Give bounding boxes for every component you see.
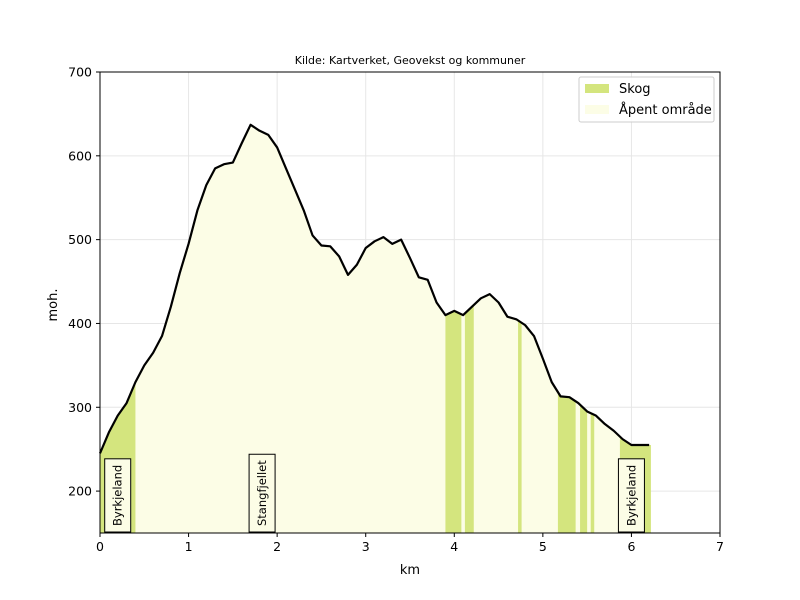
place-label: Stangfjellet: [248, 453, 276, 533]
axis-ticks: 0 1 2 3 4 5 6 7 200 300 400 500 600 700: [68, 65, 724, 555]
forest-segment: [445, 310, 462, 533]
place-label: Byrkjeland: [617, 458, 645, 533]
elevation-profile-line: [98, 123, 650, 454]
y-tick-label: 600: [68, 148, 92, 163]
forest-segment: [590, 413, 595, 533]
profile-line-layer: [98, 123, 650, 454]
y-tick-label: 400: [68, 316, 92, 331]
place-label-box: [617, 458, 645, 533]
place-label-box: [248, 453, 276, 533]
x-tick-label: 3: [362, 539, 370, 554]
x-tick-label: 1: [185, 539, 193, 554]
legend-label-forest: Skog: [619, 82, 651, 97]
legend-swatch-forest: [585, 84, 609, 93]
y-tick-label: 500: [68, 232, 92, 247]
open-area-fill: [100, 124, 650, 534]
place-label-text: Byrkjeland: [111, 465, 125, 526]
forest-segment: [580, 404, 588, 533]
forest-segment: [557, 392, 576, 533]
x-tick-label: 2: [273, 539, 281, 554]
forest-segment: [464, 305, 474, 533]
y-tick-label: 200: [68, 484, 92, 499]
x-tick-label: 0: [96, 539, 104, 554]
y-tick-label: 700: [68, 65, 92, 80]
y-tick-label: 300: [68, 400, 92, 415]
y-axis-title: moh.: [46, 289, 61, 322]
legend-box: [578, 76, 715, 123]
place-labels: Byrkjeland Stangfjellet Byrkjeland: [104, 453, 645, 533]
place-label-text: Byrkjeland: [624, 465, 638, 526]
place-label: Byrkjeland: [104, 458, 132, 533]
plot-frame: [99, 71, 721, 534]
chart-source: Kilde: Kartverket, Geovekst og kommuner: [295, 54, 526, 67]
x-tick-label: 6: [627, 539, 635, 554]
legend-swatch-open: [585, 105, 609, 114]
place-label-box: [104, 458, 132, 533]
x-tick-label: 7: [716, 539, 724, 554]
x-tick-label: 5: [539, 539, 547, 554]
x-tick-label: 4: [450, 539, 458, 554]
legend-label-open: Åpent område: [619, 102, 712, 118]
forest-segment: [518, 320, 522, 533]
x-axis-title: km: [400, 563, 420, 578]
legend: Skog Åpent område: [578, 76, 715, 123]
place-label-text: Stangfjellet: [255, 460, 269, 526]
